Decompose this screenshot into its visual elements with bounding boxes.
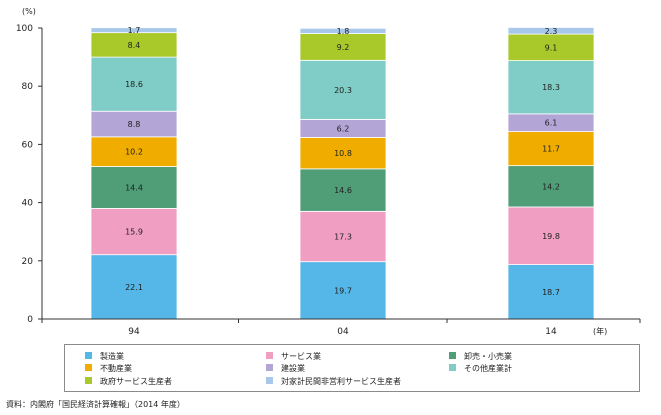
bar-segment	[507, 206, 595, 265]
bar-segment	[507, 165, 595, 208]
bar-segment	[299, 27, 387, 34]
data-label: 17.3	[334, 233, 352, 242]
legend-swatch	[266, 377, 273, 384]
legend-label: 政府サービス生産者	[100, 377, 172, 386]
legend-label: 対家計民間非営利サービス生産者	[281, 377, 401, 386]
legend-item: 製造業	[85, 350, 124, 364]
legend-item: 対家計民間非営利サービス生産者	[266, 375, 401, 389]
bar-segment	[299, 33, 387, 61]
data-label: 8.4	[128, 41, 141, 50]
data-label: 6.2	[337, 124, 350, 133]
legend-item: 政府サービス生産者	[85, 375, 172, 389]
data-label: 14.2	[542, 182, 560, 191]
bar-segment	[299, 261, 387, 320]
legend-swatch	[449, 352, 456, 359]
legend-label: その他産業計	[464, 364, 512, 373]
legend-item: 卸売・小売業	[449, 350, 512, 364]
data-label: 10.8	[334, 149, 352, 158]
source-note: 資料：内閣府「国民経済計算確報」（2014 年度）	[6, 400, 185, 409]
x-axis: 94 04 14	[41, 318, 641, 337]
stacked-bar-chart: 0 20 40 60 80 100 22.1 15.9 14.4 10.2 8.8 18.6 8.4 1…	[16, 7, 641, 337]
data-label: 18.6	[125, 80, 143, 89]
legend-item: その他産業計	[449, 362, 512, 376]
bar-segment	[299, 59, 387, 120]
legend-label: 不動産業	[100, 364, 132, 373]
data-label: 9.2	[337, 43, 350, 52]
y-axis-unit-label: (%)	[22, 7, 36, 16]
bar-segment	[299, 168, 387, 212]
bar-segment	[90, 27, 178, 34]
x-tick-label: 94	[128, 327, 140, 337]
bar-segment	[90, 56, 178, 112]
legend-swatch	[85, 364, 92, 371]
legend-label: 製造業	[100, 352, 124, 361]
bar-segment	[299, 137, 387, 170]
data-label: 11.7	[542, 145, 560, 154]
data-label: 1.7	[128, 26, 141, 35]
data-label: 18.7	[542, 288, 560, 297]
x-axis-unit-label: (年)	[593, 326, 607, 336]
legend: 製造業 サービス業 卸売・小売業 不動産業 建設業 その他産業計 政府サービス生…	[64, 344, 640, 392]
data-label: 2.3	[545, 27, 558, 36]
legend-item: 不動産業	[85, 362, 132, 376]
y-tick-label: 20	[22, 257, 34, 267]
y-tick-label: 40	[22, 199, 34, 209]
bar-segment	[90, 166, 178, 209]
bar-segment	[90, 110, 178, 138]
y-tick-label: 60	[22, 140, 34, 150]
data-label: 20.3	[334, 86, 352, 95]
bar-segment	[90, 32, 178, 58]
y-tick-label: 80	[22, 82, 34, 92]
legend-label: 卸売・小売業	[464, 352, 512, 361]
legend-swatch	[449, 364, 456, 371]
y-axis: 0 20 40 60 80 100	[16, 24, 43, 325]
bar-segment	[507, 264, 595, 320]
data-label: 14.4	[125, 183, 143, 192]
legend-swatch	[85, 352, 92, 359]
bar-segment	[90, 136, 178, 167]
legend-item: 建設業	[266, 362, 305, 376]
legend-label: サービス業	[281, 352, 321, 361]
legend-swatch	[266, 352, 273, 359]
legend-swatch	[85, 377, 92, 384]
bars: 22.1 15.9 14.4 10.2 8.8 18.6 8.4 1.7 19.7 17.3 14.…	[90, 26, 595, 320]
bar-segment	[507, 131, 595, 167]
data-label: 6.1	[545, 119, 558, 128]
data-label: 15.9	[125, 228, 143, 237]
data-label: 1.8	[337, 27, 350, 36]
data-label: 22.1	[125, 283, 143, 292]
data-label: 8.8	[128, 120, 141, 129]
data-label: 19.7	[334, 286, 352, 295]
bar-segment	[507, 60, 595, 115]
x-tick-label: 14	[545, 327, 557, 337]
bar-segment	[299, 210, 387, 263]
x-tick-label: 04	[337, 327, 349, 337]
bar-segment	[507, 27, 595, 35]
y-tick-label: 0	[27, 315, 33, 325]
legend-label: 建設業	[281, 364, 305, 373]
bar-segment	[90, 208, 178, 256]
legend-swatch	[266, 364, 273, 371]
data-label: 19.8	[542, 232, 560, 241]
legend-item: サービス業	[266, 350, 321, 364]
data-label: 10.2	[125, 148, 143, 157]
data-label: 9.1	[545, 43, 558, 52]
y-tick-label: 100	[16, 24, 33, 34]
data-label: 14.6	[334, 186, 352, 195]
data-label: 18.3	[542, 83, 560, 92]
